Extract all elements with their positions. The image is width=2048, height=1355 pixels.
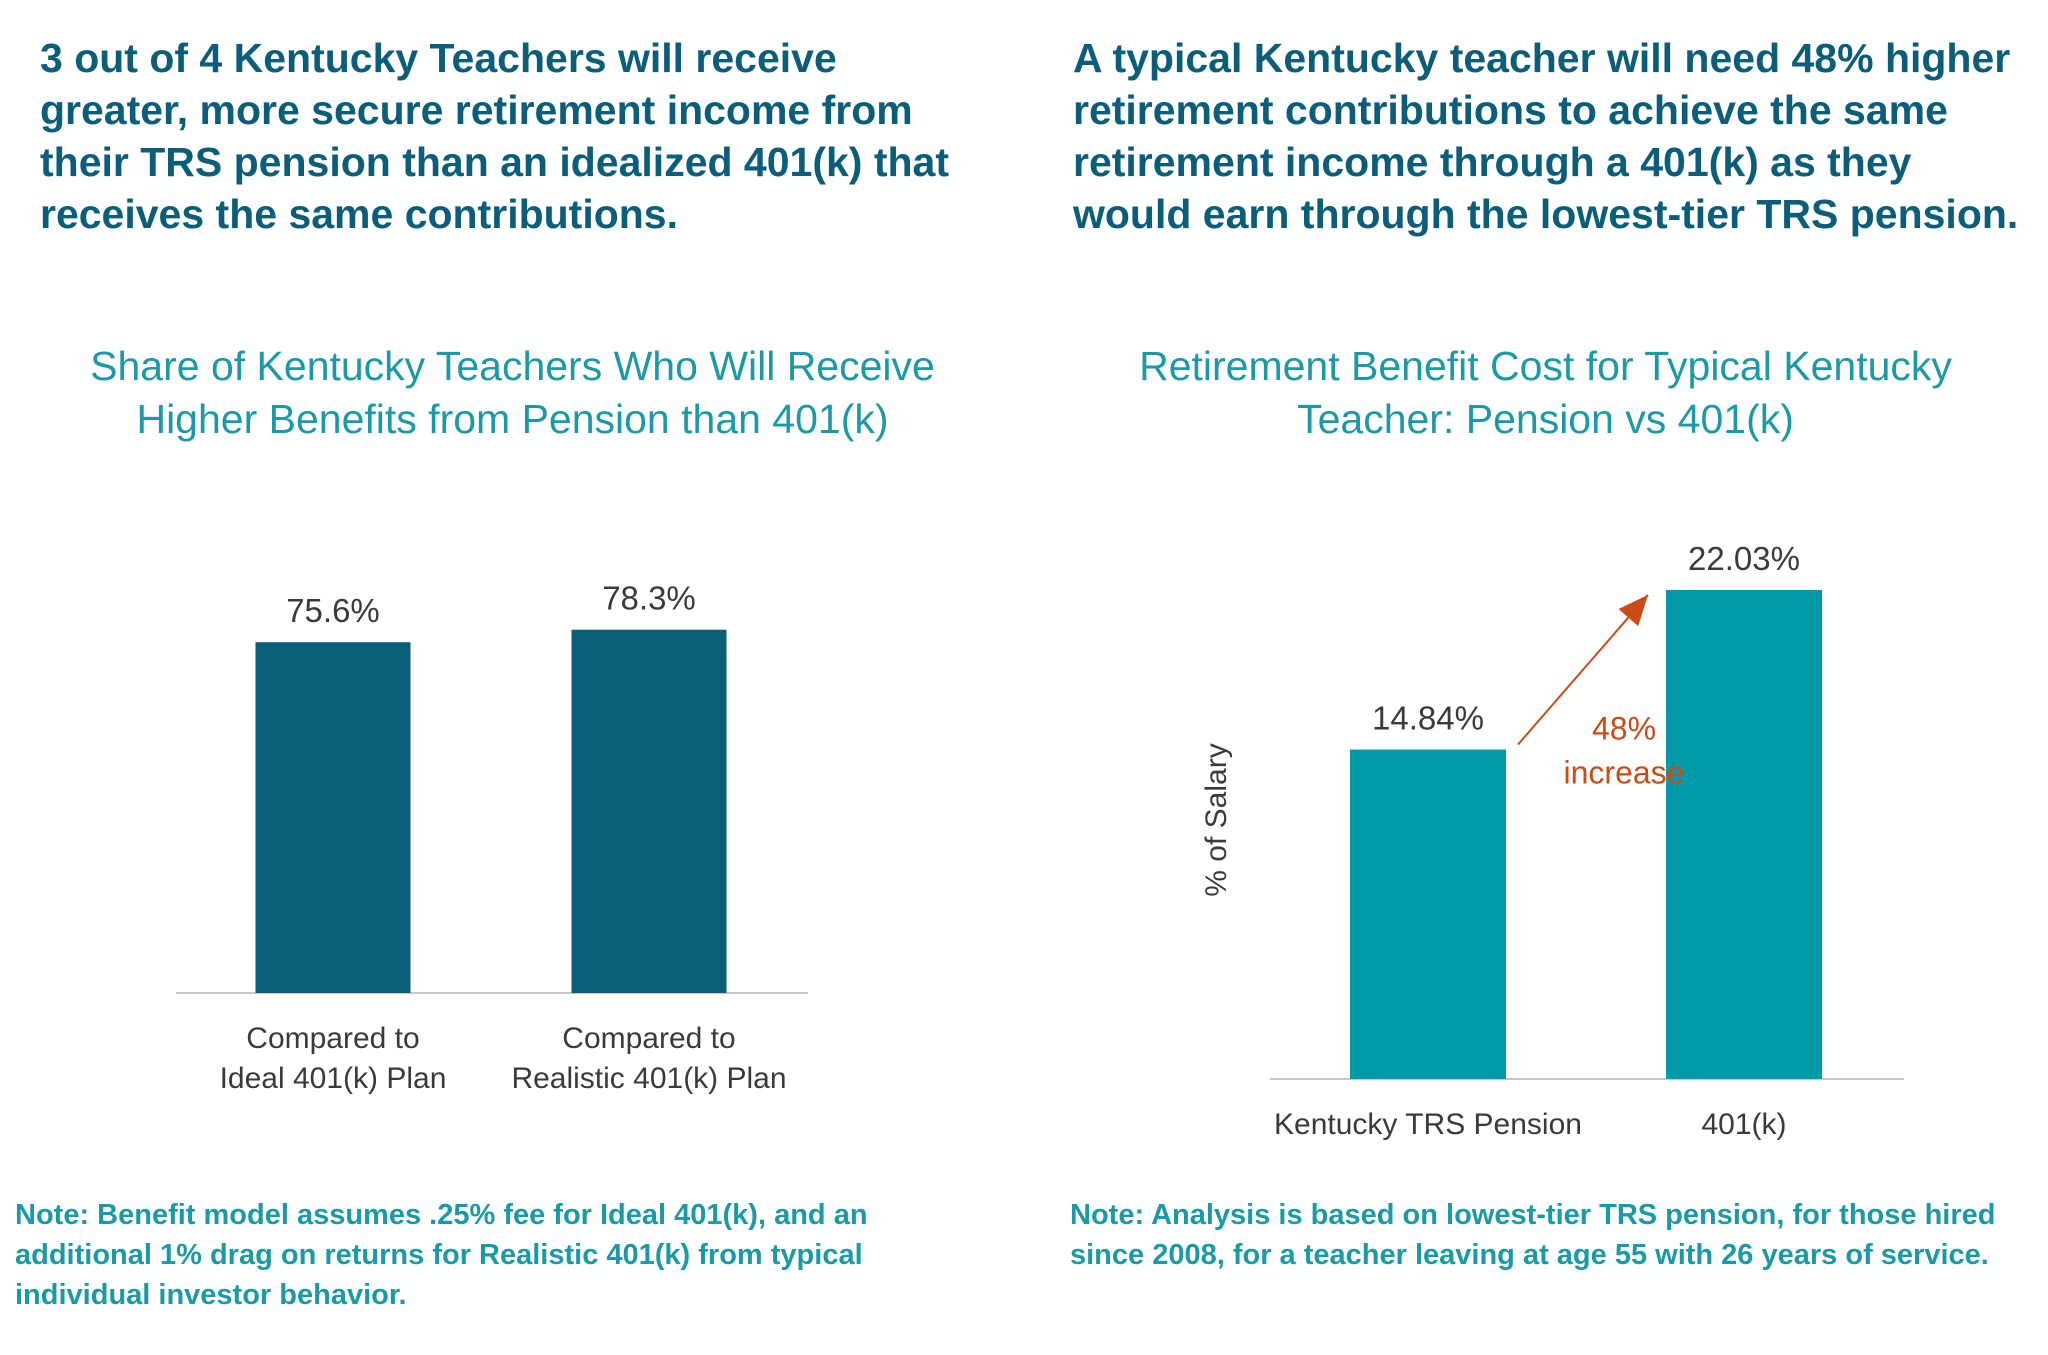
annotation-arrowhead xyxy=(1618,594,1648,627)
value-label-0: 14.84% xyxy=(1372,700,1484,737)
category-label-1: 401(k) xyxy=(1701,1108,1786,1141)
headline-left: 3 out of 4 Kentucky Teachers will receiv… xyxy=(40,35,949,237)
category-label-line: Kentucky TRS Pension xyxy=(1274,1108,1582,1141)
value-label-0: 75.6% xyxy=(286,592,380,629)
headline-right: A typical Kentucky teacher will need 48%… xyxy=(1073,35,2019,237)
bar-1 xyxy=(1666,589,1822,1079)
value-label-1: 78.3% xyxy=(602,580,696,617)
chart-title-right: Retirement Benefit Cost for Typical Kent… xyxy=(1139,343,1952,442)
annotation-label: 48% xyxy=(1592,711,1656,747)
note-left: Note: Benefit model assumes .25% fee for… xyxy=(15,1199,868,1311)
bar-0 xyxy=(1350,749,1506,1079)
bar-1 xyxy=(571,629,727,993)
category-label-0: Kentucky TRS Pension xyxy=(1274,1108,1582,1141)
category-label-line: Ideal 401(k) Plan xyxy=(220,1062,447,1095)
chart-left: 75.6% Compared to Ideal 401(k) Plan 78.3% Co… xyxy=(176,580,808,1095)
annotation-label: increase xyxy=(1564,755,1685,791)
category-label-line: Realistic 401(k) Plan xyxy=(511,1062,786,1095)
note-right: Note: Analysis is based on lowest-tier T… xyxy=(1070,1199,1996,1271)
chart-title-left: Share of Kentucky Teachers Who Will Rece… xyxy=(90,343,935,442)
category-label-1: Compared to Realistic 401(k) Plan xyxy=(511,1022,786,1095)
category-label-line: 401(k) xyxy=(1701,1108,1786,1141)
value-label-1: 22.03% xyxy=(1688,540,1800,577)
annotation-arrow-line xyxy=(1517,594,1649,746)
y-axis-label: % of Salary xyxy=(1200,743,1233,896)
category-label-line: Compared to xyxy=(562,1022,735,1055)
category-label-line: Compared to xyxy=(246,1022,419,1055)
category-label-0: Compared to Ideal 401(k) Plan xyxy=(220,1022,447,1095)
bar-0 xyxy=(255,642,411,993)
